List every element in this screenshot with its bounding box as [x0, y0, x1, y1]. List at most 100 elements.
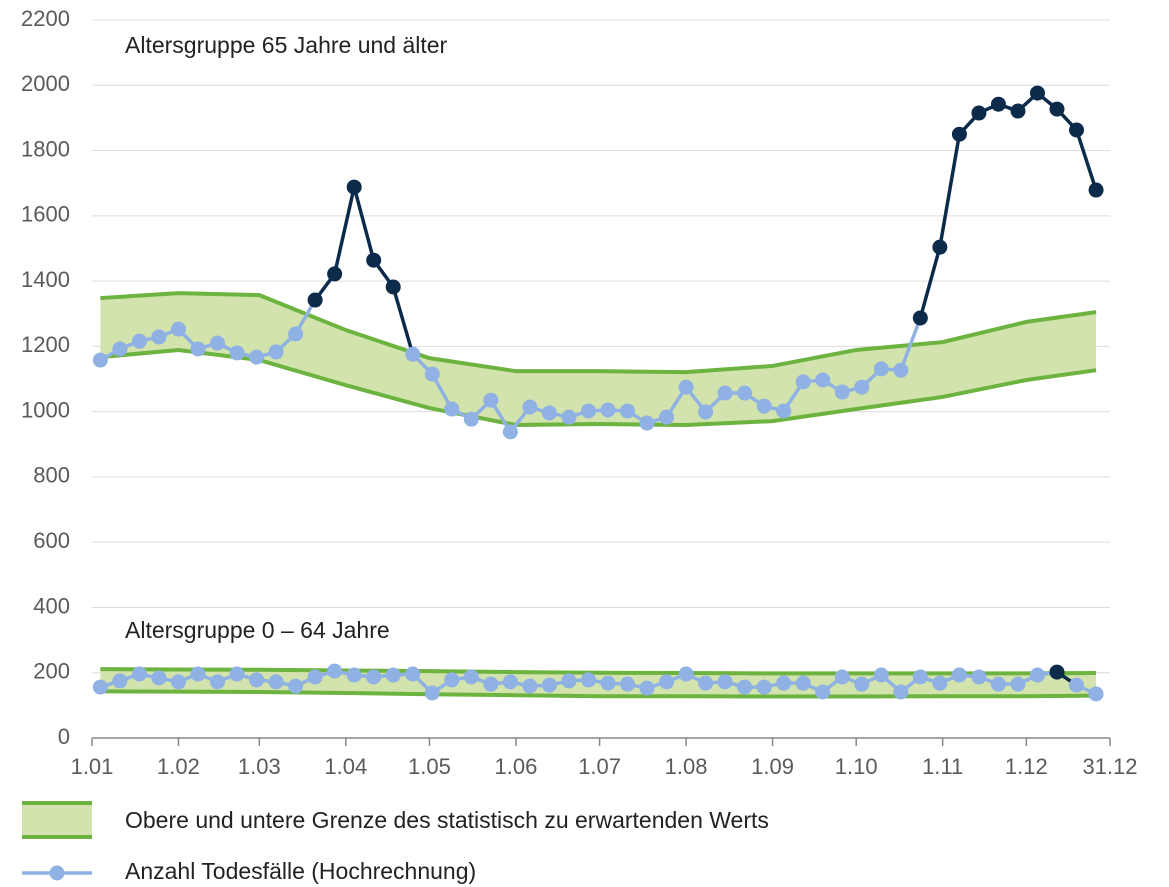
- excess-point: [366, 252, 382, 268]
- data-point: [92, 352, 108, 368]
- data-point: [268, 674, 284, 690]
- y-tick-label: 0: [58, 724, 70, 749]
- line-segment: [352, 186, 376, 261]
- x-tick-label: 1.12: [1005, 754, 1048, 779]
- data-point: [405, 666, 421, 682]
- data-point: [619, 676, 635, 692]
- line-segment: [332, 186, 356, 275]
- data-point: [131, 666, 147, 682]
- y-tick-label: 1400: [21, 267, 70, 292]
- legend-label: Anzahl Todesfälle (Hochrechnung): [125, 858, 476, 884]
- data-point: [1029, 667, 1045, 683]
- band-upper: [100, 291, 1097, 375]
- data-point: [717, 674, 733, 690]
- data-point: [561, 409, 577, 425]
- data-point: [424, 685, 440, 701]
- line-segment: [391, 286, 415, 355]
- x-tick-label: 1.06: [495, 754, 538, 779]
- excess-point: [990, 96, 1006, 112]
- data-point: [170, 674, 186, 690]
- data-point: [795, 675, 811, 691]
- data-point: [92, 679, 108, 695]
- group-label: Altersgruppe 0 – 64 Jahre: [125, 617, 390, 643]
- data-point: [893, 362, 909, 378]
- data-point: [776, 675, 792, 691]
- data-point: [502, 424, 518, 440]
- data-point: [190, 341, 206, 357]
- y-tick-label: 1600: [21, 202, 70, 227]
- data-point: [971, 669, 987, 685]
- data-point: [249, 672, 265, 688]
- data-point: [854, 379, 870, 395]
- excess-point: [1029, 85, 1045, 101]
- group-label: Altersgruppe 65 Jahre und älter: [125, 32, 448, 58]
- data-point: [561, 673, 577, 689]
- data-point: [1010, 676, 1026, 692]
- data-point: [541, 677, 557, 693]
- data-point: [288, 678, 304, 694]
- data-point: [659, 674, 675, 690]
- data-point: [268, 344, 284, 360]
- excess-point: [971, 105, 987, 121]
- x-tick-label: 1.10: [835, 754, 878, 779]
- data-point: [600, 402, 616, 418]
- data-point: [483, 392, 499, 408]
- data-point: [346, 667, 362, 683]
- y-tick-label: 2200: [21, 6, 70, 31]
- data-point: [912, 669, 928, 685]
- data-point: [600, 675, 616, 691]
- excess-point: [951, 126, 967, 142]
- data-point: [249, 349, 265, 365]
- x-tick-label: 1.07: [578, 754, 621, 779]
- data-point: [210, 335, 226, 351]
- data-point: [229, 345, 245, 361]
- data-point: [463, 669, 479, 685]
- data-point: [854, 676, 870, 692]
- data-point: [483, 676, 499, 692]
- y-tick-label: 600: [33, 528, 70, 553]
- y-tick-label: 2000: [21, 71, 70, 96]
- x-tick-label: 1.05: [408, 754, 451, 779]
- band-upper: [100, 667, 1097, 676]
- data-point: [776, 403, 792, 419]
- excess-point: [932, 239, 948, 255]
- legend-point-swatch: [49, 865, 65, 881]
- y-tick-label: 1200: [21, 332, 70, 357]
- data-point: [698, 404, 714, 420]
- excess-point: [1069, 122, 1085, 138]
- data-point: [737, 385, 753, 401]
- data-point: [424, 366, 440, 382]
- data-point: [112, 341, 128, 357]
- excess-point: [1088, 182, 1104, 198]
- data-point: [405, 346, 421, 362]
- legend-band-swatch: [22, 803, 92, 837]
- data-point: [502, 674, 518, 690]
- x-tick-label: 31.12: [1082, 754, 1137, 779]
- data-point: [1088, 686, 1104, 702]
- line-segment: [1074, 129, 1098, 191]
- data-point: [366, 669, 382, 685]
- excess-point: [1010, 103, 1026, 119]
- data-point: [151, 329, 167, 345]
- line-segment: [938, 133, 962, 248]
- data-point: [229, 666, 245, 682]
- data-point: [151, 670, 167, 686]
- excess-point: [912, 310, 928, 326]
- line-segment: [918, 246, 942, 319]
- data-point: [951, 667, 967, 683]
- x-tick-label: 1.09: [751, 754, 794, 779]
- y-tick-label: 1000: [21, 397, 70, 422]
- data-point: [170, 321, 186, 337]
- data-point: [1069, 677, 1085, 693]
- y-tick-label: 400: [33, 593, 70, 618]
- data-point: [580, 672, 596, 688]
- data-point: [463, 411, 479, 427]
- x-tick-label: 1.01: [71, 754, 114, 779]
- data-point: [990, 676, 1006, 692]
- data-point: [190, 666, 206, 682]
- data-point: [678, 666, 694, 682]
- data-point: [698, 675, 714, 691]
- data-point: [639, 415, 655, 431]
- data-point: [210, 674, 226, 690]
